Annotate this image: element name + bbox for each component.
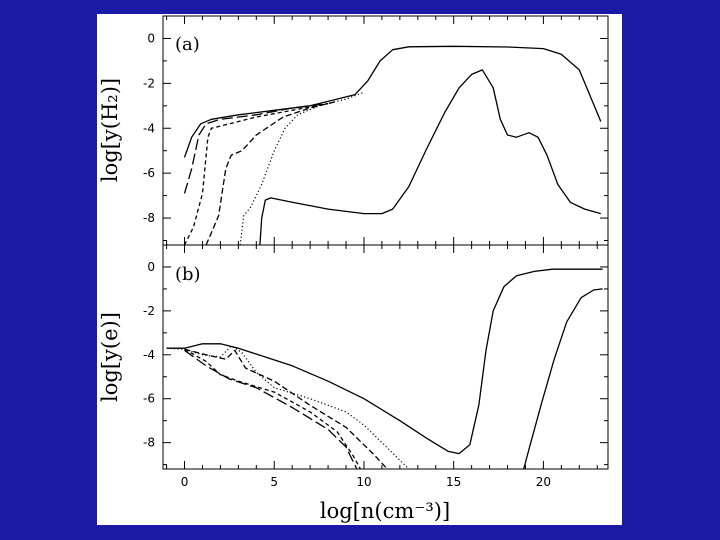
panel-a-curve-dash <box>205 100 338 246</box>
panel-b-curve-dotted <box>166 345 410 470</box>
y-tick-label: -2 <box>143 304 155 318</box>
x-tick-label: 15 <box>446 475 461 489</box>
panel-a-curve-solid <box>183 45 602 158</box>
panel-a-curve-solid <box>259 69 601 246</box>
panel-a-curve-short-dash <box>183 102 329 246</box>
y-tick-label: -4 <box>143 121 155 135</box>
panel-b-curve-solid <box>523 288 603 470</box>
panel-b-curve-dash <box>184 348 388 470</box>
y-tick-label: 0 <box>147 31 155 45</box>
panel-b-y-axis-title: log[y(e)] <box>98 312 122 402</box>
y-tick-label: -8 <box>143 211 155 225</box>
y-tick-label: -8 <box>143 436 155 450</box>
panel-b-curve-solid <box>166 268 603 455</box>
panel-b-curves <box>166 268 603 470</box>
panel-b-ticks: 0 -2 -4 -6 -8 0 5 10 15 20 <box>143 244 608 489</box>
x-axis-title: log[n(cm⁻³)] <box>320 499 450 523</box>
panel-a-curve-dotted <box>239 91 365 246</box>
panel-b-curve-short-dash <box>184 348 361 470</box>
panel-a-label: (a) <box>175 34 200 55</box>
figure-canvas: 0 -2 -4 -6 -8 0 -2 -4 -6 -8 0 5 10 15 20 (a) (b) log[… <box>98 15 609 523</box>
panel-a-y-axis-title: log[y(H₂)] <box>98 78 122 182</box>
panel-b-label: (b) <box>175 264 201 285</box>
figure-panel: 0 -2 -4 -6 -8 0 -2 -4 -6 -8 0 5 10 15 20 (a) (b) log[… <box>97 14 622 525</box>
panel-a-curve-long-dash <box>183 102 329 194</box>
x-tick-label: 10 <box>356 475 371 489</box>
panel-a-frame <box>162 15 609 246</box>
y-tick-label: 0 <box>147 260 155 274</box>
panel-b-curve-long-dash <box>184 349 358 470</box>
y-tick-label: -4 <box>143 348 155 362</box>
panel-a-curves <box>183 45 602 246</box>
x-tick-label: 0 <box>181 475 189 489</box>
y-tick-label: -6 <box>143 392 155 406</box>
panel-a-ticks: 0 -2 -4 -6 -8 <box>143 15 608 245</box>
x-tick-label: 20 <box>536 475 551 489</box>
x-tick-label: 5 <box>270 475 278 489</box>
y-tick-label: -6 <box>143 166 155 180</box>
y-tick-label: -2 <box>143 76 155 90</box>
panel-b-frame <box>162 244 609 470</box>
